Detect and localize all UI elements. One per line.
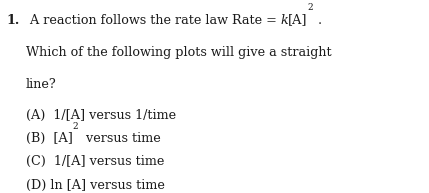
- Text: 2: 2: [73, 122, 78, 131]
- Text: versus time: versus time: [82, 132, 161, 145]
- Text: (A)  1/[A] versus 1/time: (A) 1/[A] versus 1/time: [26, 109, 176, 122]
- Text: (C)  1/[A] versus time: (C) 1/[A] versus time: [26, 155, 164, 168]
- Text: .: .: [317, 14, 321, 26]
- Text: A reaction follows the rate law Rate =: A reaction follows the rate law Rate =: [26, 14, 281, 26]
- Text: (D) ln [A] versus time: (D) ln [A] versus time: [26, 179, 165, 191]
- Text: 2: 2: [308, 3, 314, 12]
- Text: 1.: 1.: [6, 14, 20, 26]
- Text: line?: line?: [26, 78, 57, 91]
- Text: Which of the following plots will give a straight: Which of the following plots will give a…: [26, 46, 331, 59]
- Text: k: k: [281, 14, 288, 26]
- Text: [A]: [A]: [288, 14, 308, 26]
- Text: (B)  [A]: (B) [A]: [26, 132, 73, 145]
